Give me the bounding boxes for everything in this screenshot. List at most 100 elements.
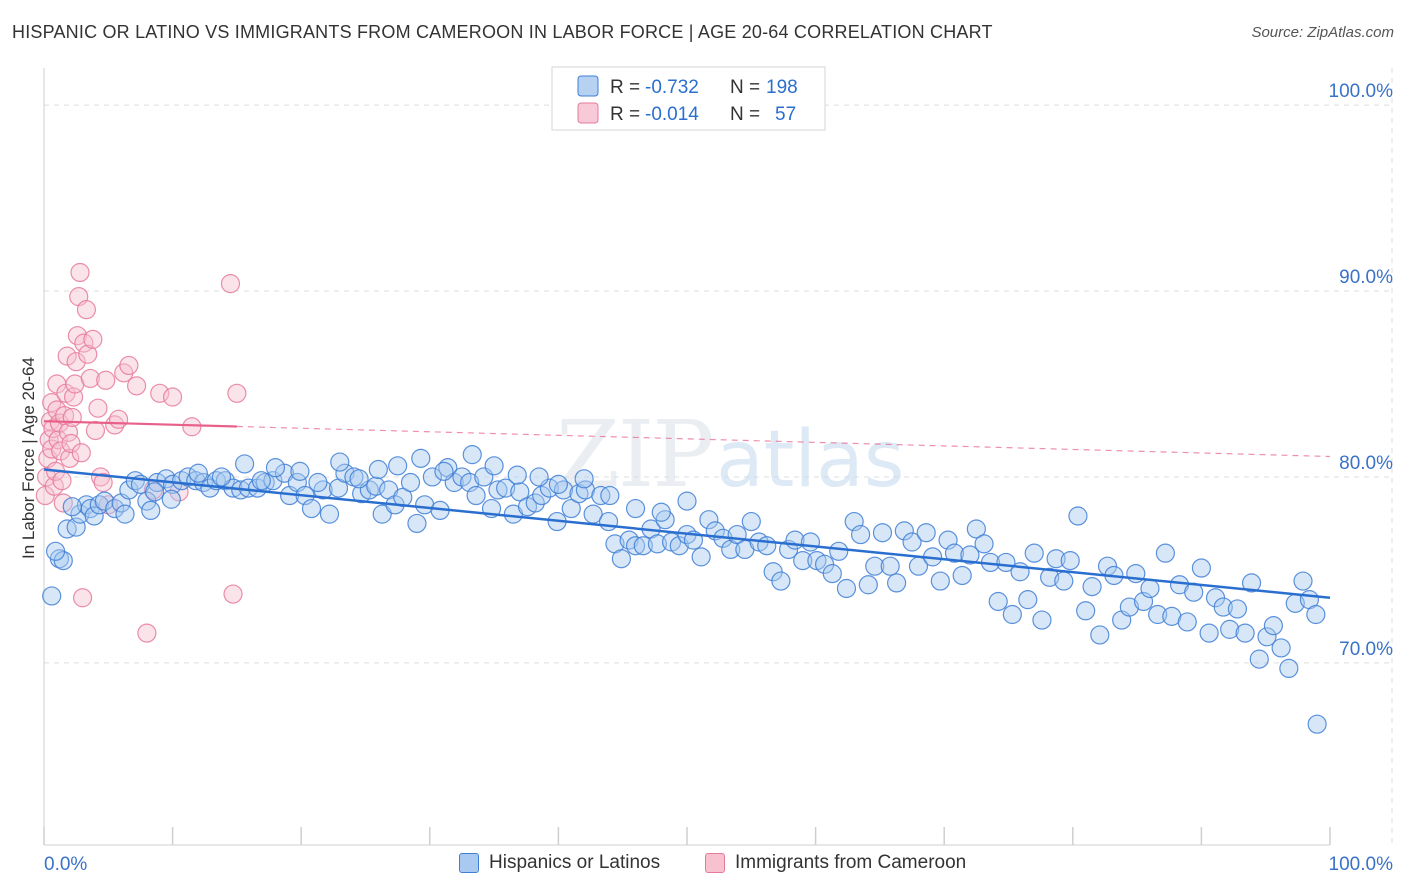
source-label: Source: ZipAtlas.com [1251,24,1394,41]
hispanic-point [669,536,689,556]
hispanic-point [1279,658,1299,679]
stats-legend-swatch-pink [577,102,599,124]
cameroon-point [83,329,103,349]
hispanic-point [1040,567,1060,587]
hispanic-point [1263,616,1284,636]
hispanic-point [600,485,620,506]
hispanic-point [1076,601,1096,621]
hispanic-point [699,510,719,530]
hispanic-point [89,495,109,515]
hispanic-point [251,471,271,491]
hispanic-point [42,586,62,606]
hispanic-point [960,545,980,565]
stats-r-value-blue: -0.732 [645,77,699,98]
hispanic-point [1235,623,1255,643]
cameroon-point [108,409,129,429]
hispanic-point [691,547,711,567]
hispanic-point [496,478,516,498]
hispanic-point [625,498,646,519]
hispanic-point [611,549,632,569]
cameroon-point [227,383,247,403]
x-tick-label-min: 0.0% [44,854,87,875]
cameroon-point [48,430,68,450]
stats-n-label-blue: N = [730,77,760,98]
hispanic-point [488,480,508,500]
hispanic-point [1046,549,1066,569]
cameroon-point [70,262,90,283]
hispanic-point [274,463,295,483]
hispanic-point [484,456,504,476]
hispanic-point [822,564,842,584]
hispanic-point [1090,625,1110,645]
hispanic-point [858,575,878,595]
hispanic-point [916,523,936,543]
cameroon-point [71,443,91,463]
hispanic-point [548,474,569,494]
hispanic-point [319,504,340,524]
hispanic-point [851,524,871,545]
cameroon-point [60,448,80,468]
cameroon-point [76,300,97,320]
hispanic-point [388,456,408,476]
hispanic-point [1002,604,1022,625]
hispanic-point [529,467,549,487]
hispanic-point [1018,590,1038,610]
stats-legend: R = -0.732 N = 198 R = -0.014 N = 57 [551,66,826,131]
hispanic-point [1271,638,1291,658]
hispanic-point [45,541,66,561]
y-tick-label-70: 70.0% [1339,639,1393,660]
hispanic-point [1024,543,1044,563]
legend-label-cameroon: Immigrants from Cameroon [735,852,967,873]
hispanic-point [161,489,181,509]
hispanic-point [944,543,965,563]
hispanic-point [462,445,482,465]
hispanic-point [144,482,165,502]
hispanic-point [574,469,594,489]
stats-r-label-blue: R = [610,77,640,98]
hispanic-point [865,556,885,576]
hispanic-point [1293,571,1313,591]
hispanic-point [1213,597,1233,617]
hispanic-point [988,591,1008,612]
svg-text:atlas: atlas [716,415,905,505]
hispanic-point [1054,571,1074,591]
cameroon-point [220,274,241,294]
cameroon-point [67,326,88,346]
axes [43,68,1331,846]
hispanic-point [561,498,581,519]
hispanic-point [141,500,161,521]
trend-line-hispanic [43,468,1331,600]
legend-item-hispanic[interactable]: Hispanics or Latinos [459,852,660,874]
hispanic-point [966,519,986,539]
cameroon-point [80,368,100,389]
hispanic-point [1199,623,1219,643]
legend-item-cameroon[interactable]: Immigrants from Cameroon [705,852,966,874]
hispanic-point [1177,612,1197,632]
hispanic-point [1249,649,1269,669]
stats-r-label-pink: R = [610,104,640,125]
hispanic-point [70,504,90,524]
cameroon-point [66,352,86,372]
legend-swatch-hispanic [459,853,479,873]
y-tick-label-100: 100.0% [1329,81,1394,102]
stats-legend-swatch-blue [577,75,599,97]
hispanic-point [466,485,486,506]
cameroon-point [52,471,72,491]
hispanic-point [836,578,857,599]
hispanic-point [651,502,671,522]
hispanic-point [368,459,388,480]
cameroon-point [78,344,98,364]
trend-lines [43,420,1331,600]
stats-n-value-blue: 198 [766,77,798,98]
cameroon-point [137,623,157,643]
hispanic-point [633,536,653,556]
hispanic-point [1220,619,1240,639]
hispanic-point [930,571,950,591]
hispanic-point [119,480,139,500]
tick-labels: 70.0% 80.0% 90.0% 100.0% 0.0% 100.0% [44,81,1393,875]
hispanic-point [902,532,922,552]
cameroon-point [93,472,113,493]
hispanic-point [507,465,527,485]
cameroon-point [62,407,82,428]
